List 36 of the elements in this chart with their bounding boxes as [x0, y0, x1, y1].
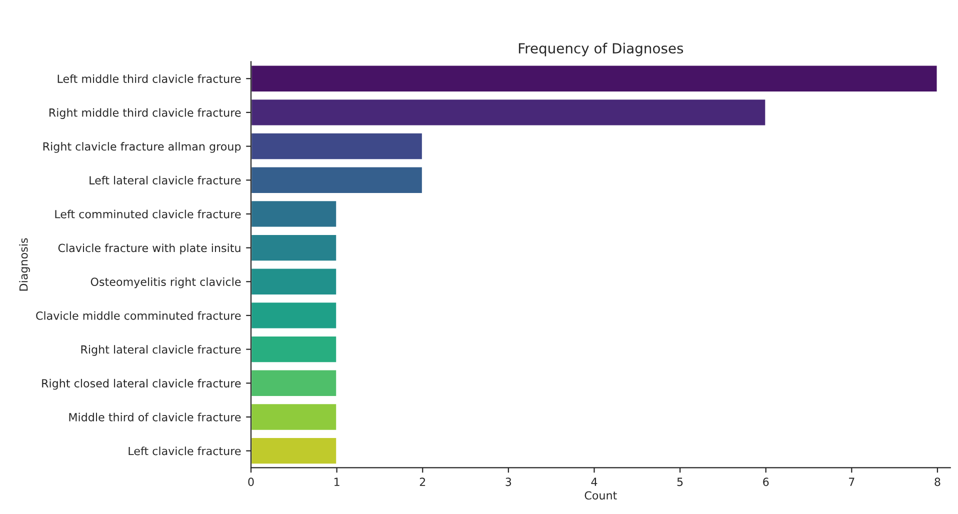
bar [250, 267, 338, 296]
bar [250, 436, 338, 466]
y-tick-label: Clavicle middle comminuted fracture [36, 311, 241, 320]
y-tick-label: Right clavicle fracture allman group [43, 142, 241, 153]
x-tick-label: 4 [591, 478, 598, 486]
y-tick-label: Right closed lateral clavicle fracture [42, 378, 241, 390]
y-tick-label: Left middle third clavicle fracture [58, 74, 241, 83]
y-tick-label: Middle third of clavicle fracture [69, 412, 241, 422]
y-tick-label: Clavicle fracture with plate insitu [58, 244, 240, 254]
x-tick-label: 0 [248, 478, 254, 486]
y-axis-title: Diagnosis [19, 238, 30, 291]
bar [250, 64, 938, 93]
y-tick-label: Osteomyelitis right clavicle [90, 277, 241, 288]
x-tick-label: 7 [849, 478, 854, 486]
bar [250, 132, 424, 161]
x-axis-title: Count [584, 491, 617, 500]
bar [250, 98, 767, 127]
y-tick-label: Right middle third clavicle fracture [49, 108, 241, 119]
bar [250, 234, 338, 262]
y-tick-label: Left comminuted clavicle fracture [55, 210, 241, 218]
bar [250, 402, 338, 432]
x-tick-label: 3 [506, 478, 512, 486]
x-tick-label: 6 [763, 478, 769, 486]
x-tick-label: 1 [334, 478, 340, 486]
x-tick-label: 8 [934, 478, 940, 486]
bar [250, 335, 338, 364]
y-tick-label: Left lateral clavicle fracture [90, 176, 241, 184]
bar [250, 301, 338, 330]
y-tick-label: Right lateral clavicle fracture [81, 345, 241, 356]
chart-title: Frequency of Diagnoses [518, 42, 684, 56]
x-tick-label: 2 [420, 478, 426, 486]
bar [250, 200, 338, 228]
y-tick-label: Left clavicle fracture [128, 446, 241, 456]
bar [250, 368, 338, 398]
x-tick-label: 5 [677, 478, 683, 486]
bar [250, 166, 424, 194]
